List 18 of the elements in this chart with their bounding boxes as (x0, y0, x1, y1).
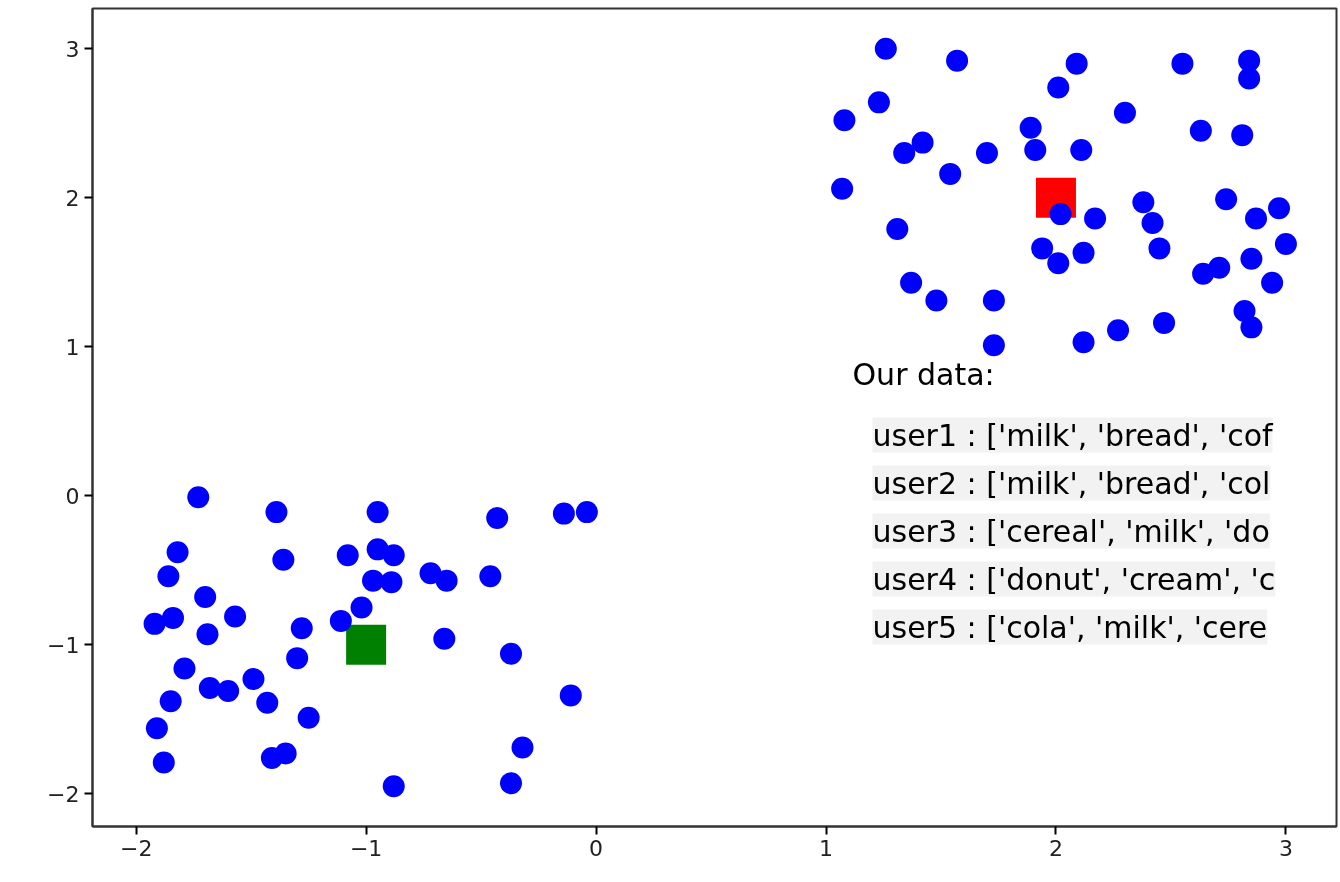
annotation: user3 : ['cereal', 'milk', 'do (872, 513, 1270, 549)
x-tick-label: −1 (349, 835, 383, 861)
annotation: user4 : ['donut', 'cream', 'c (872, 561, 1276, 597)
x-tick-label: −2 (119, 835, 153, 861)
y-tick-label: −2 (47, 781, 80, 807)
x-tick-label: 3 (1278, 835, 1293, 861)
y-tick-label: 0 (65, 483, 80, 509)
y-tick-label: 1 (65, 334, 80, 360)
annotation: user1 : ['milk', 'bread', 'cof (872, 417, 1274, 453)
x-tick-label: 0 (589, 835, 604, 861)
x-tick-label: 1 (819, 835, 834, 861)
annotation: user2 : ['milk', 'bread', 'col (872, 465, 1271, 501)
y-tick-label: 2 (65, 185, 80, 211)
annotation: user5 : ['cola', 'milk', 'cere (872, 609, 1268, 645)
x-tick-label: 2 (1048, 835, 1063, 861)
y-tick-label: 3 (65, 36, 80, 62)
annotation: Our data: (852, 356, 995, 392)
y-tick-label: −1 (47, 632, 80, 658)
